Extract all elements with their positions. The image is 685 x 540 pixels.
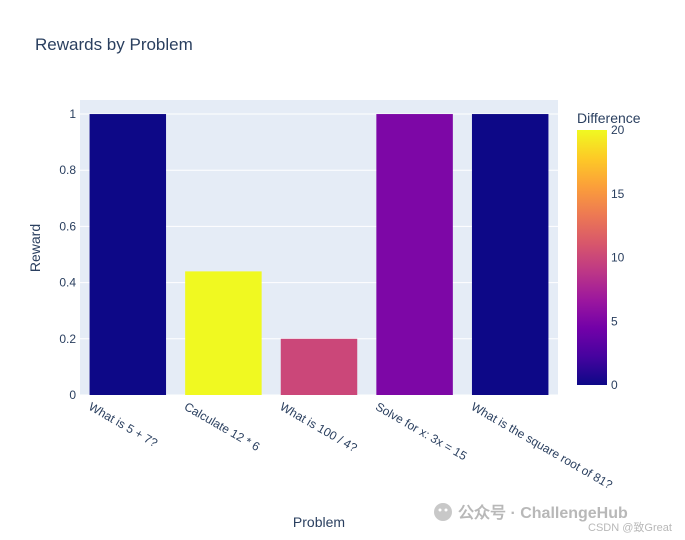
bar	[376, 114, 453, 396]
bar	[471, 114, 549, 396]
y-tick-label: 1	[69, 107, 76, 121]
chart-title: Rewards by Problem	[35, 35, 193, 54]
bar	[89, 114, 167, 396]
bar	[185, 271, 262, 395]
x-tick-label: What is 5 + 7?	[86, 399, 160, 450]
y-tick-label: 0.8	[59, 163, 76, 177]
bars	[89, 114, 549, 396]
watermark-text: 公众号 · ChallengeHub	[458, 503, 628, 522]
y-tick-label: 0.2	[59, 332, 76, 346]
colorbar-gradient	[577, 130, 607, 385]
bar	[280, 338, 358, 395]
colorbar-title: Difference	[577, 110, 641, 126]
x-tick-label: Calculate 12 * 6	[182, 399, 263, 454]
colorbar-tick-label: 15	[611, 187, 625, 201]
y-tick-label: 0.4	[59, 276, 76, 290]
x-axis-title: Problem	[293, 514, 345, 530]
colorbar-tick-label: 5	[611, 314, 618, 328]
colorbar-ticks: 0 5 10 15 20	[611, 123, 625, 392]
wechat-icon-eye-left	[438, 508, 442, 512]
y-tick-label: 0	[69, 388, 76, 402]
colorbar-tick-label: 10	[611, 251, 625, 265]
y-axis-ticks: 0 0.2 0.4 0.6 0.8 1	[59, 107, 76, 402]
watermark: 公众号 · ChallengeHub CSDN @致Great	[434, 503, 672, 534]
y-axis-title: Reward	[27, 224, 43, 272]
y-tick-label: 0.6	[59, 219, 76, 233]
colorbar-tick-label: 0	[611, 378, 618, 392]
wechat-icon	[434, 503, 452, 521]
x-axis-ticks: What is 5 + 7? Calculate 12 * 6 What is 10…	[86, 399, 615, 492]
wechat-icon-eye-right	[444, 508, 448, 512]
colorbar-tick-label: 20	[611, 123, 625, 137]
watermark-subtext: CSDN @致Great	[588, 520, 672, 534]
colorbar: Difference 0 5 10 15 20	[577, 110, 641, 392]
x-tick-label: Solve for x: 3x = 15	[373, 399, 470, 463]
x-tick-label: What is 100 / 4?	[278, 399, 360, 455]
x-tick-label: What is the square root of 81?	[469, 399, 616, 492]
